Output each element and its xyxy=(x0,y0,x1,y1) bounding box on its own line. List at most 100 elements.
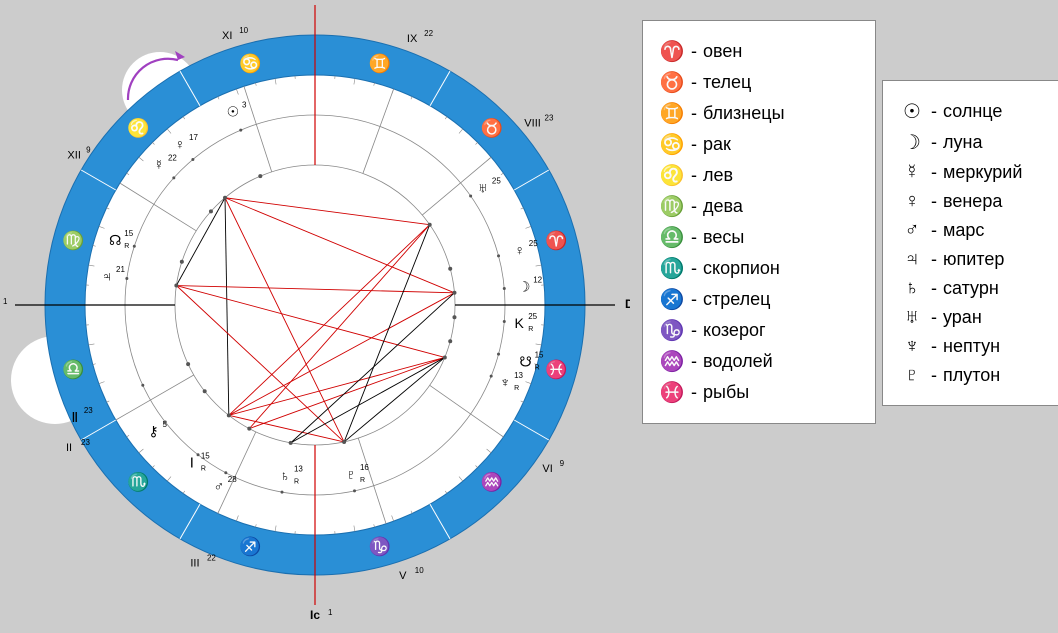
zodiac-glyph: ♎ xyxy=(659,225,685,250)
planet-dot xyxy=(209,209,213,213)
house-cusp-label: V xyxy=(399,570,407,582)
planet-row: ♃-юпитер xyxy=(899,248,1054,271)
separator: - xyxy=(931,191,937,212)
zodiac-row: ♓-рыбы xyxy=(659,380,859,405)
planet-glyph: ♃ xyxy=(899,248,925,271)
planet-glyph: ☋ xyxy=(519,353,531,369)
house-cusp-degree: 9 xyxy=(560,459,565,468)
planet-label: плутон xyxy=(943,365,1000,386)
planet-degree: 15 xyxy=(201,452,210,461)
separator: - xyxy=(931,101,937,122)
planet-glyph: ♂ xyxy=(899,219,925,242)
sign-glyph: ♋ xyxy=(239,53,261,74)
house-cusp-label: IX xyxy=(407,33,418,45)
zodiac-glyph: ♍ xyxy=(659,194,685,219)
planet-row: ☽-луна xyxy=(899,130,1054,155)
sign-glyph: ♓ xyxy=(545,359,567,380)
planet-dot xyxy=(180,260,184,264)
planet-glyph: ☉ xyxy=(227,104,240,120)
planet-row: ☉-солнце xyxy=(899,99,1054,124)
chart-svg: ♈♉♊♋♌♍♎♏♐♑♒♓Mc1Ic1As1Ds1XI10IX22VIII23XI… xyxy=(0,0,630,628)
planet-tick xyxy=(490,375,493,378)
separator: - xyxy=(691,103,697,124)
sign-glyph: ♒ xyxy=(481,471,503,492)
planet-label: солнце xyxy=(943,101,1002,122)
planet-glyph: ♀ xyxy=(515,242,526,258)
zodiac-glyph: ♏ xyxy=(659,256,685,281)
planet-label: луна xyxy=(943,132,982,153)
sign-glyph: ♎ xyxy=(62,359,84,380)
planet-retro: R xyxy=(360,477,365,484)
separator: - xyxy=(931,249,937,270)
axis-label: Ds xyxy=(625,297,630,311)
zodiac-glyph: ♊ xyxy=(659,101,685,126)
planet-glyph: ♆ xyxy=(899,335,925,358)
house-cusp-degree: 10 xyxy=(415,566,424,575)
house-cusp-degree: 23 xyxy=(545,113,554,122)
planet-glyph: ⚷ xyxy=(148,423,158,439)
house-cusp-degree: 22 xyxy=(424,29,433,38)
zodiac-row: ♌-лев xyxy=(659,163,859,188)
sign-glyph: ♍ xyxy=(62,229,84,250)
sign-glyph: ♌ xyxy=(127,117,149,138)
separator: - xyxy=(691,289,697,310)
separator: - xyxy=(691,258,697,279)
house-cusp-label: XII xyxy=(67,150,80,162)
zodiac-label: овен xyxy=(703,41,742,62)
planet-row: ☿-меркурий xyxy=(899,161,1054,184)
planet-degree: 25 xyxy=(529,239,538,248)
sign-glyph: ♈ xyxy=(545,229,567,250)
planet-dot xyxy=(247,427,251,431)
separator: - xyxy=(691,382,697,403)
planet-glyph: ♀ xyxy=(899,190,925,213)
planet-glyph: ☿ xyxy=(899,161,925,184)
planet-dot xyxy=(289,441,293,445)
zodiac-row: ♉-телец xyxy=(659,70,859,95)
sign-glyph: ♏ xyxy=(127,471,149,492)
planet-glyph: ♆ xyxy=(500,374,511,390)
house-cusp-label: III xyxy=(190,557,199,569)
planet-dot xyxy=(227,413,231,417)
planet-glyph: ☽ xyxy=(899,130,925,155)
separator: - xyxy=(691,41,697,62)
zodiac-glyph: ♑ xyxy=(659,318,685,343)
separator: - xyxy=(691,227,697,248)
planet-dot xyxy=(174,284,178,288)
planet-retro: R xyxy=(201,466,206,473)
separator: - xyxy=(931,336,937,357)
planet-degree: 23 xyxy=(84,406,93,415)
planet-glyph: Ⅱ xyxy=(71,409,78,425)
planet-glyph: ♇ xyxy=(899,364,925,387)
planet-tick xyxy=(497,353,500,356)
zodiac-glyph: ♉ xyxy=(659,70,685,95)
separator: - xyxy=(931,365,937,386)
planet-tick xyxy=(224,471,227,474)
planet-tick xyxy=(281,491,284,494)
planet-tick xyxy=(191,158,194,161)
separator: - xyxy=(931,278,937,299)
planet-glyph: ☉ xyxy=(899,99,925,124)
planet-label: меркурий xyxy=(943,162,1022,183)
planet-glyph: ♂ xyxy=(214,478,225,494)
planet-degree: 25 xyxy=(492,176,501,185)
zodiac-glyph: ♒ xyxy=(659,349,685,374)
zodiac-glyph: ♈ xyxy=(659,39,685,64)
planet-degree: 21 xyxy=(116,265,125,274)
axis-degree: 1 xyxy=(328,608,333,617)
zodiac-row: ♒-водолей xyxy=(659,349,859,374)
planet-dot xyxy=(258,174,262,178)
separator: - xyxy=(691,72,697,93)
axis-label: Ic xyxy=(310,608,320,622)
zodiac-label: телец xyxy=(703,72,751,93)
separator: - xyxy=(691,165,697,186)
planet-dot xyxy=(203,389,207,393)
zodiac-label: водолей xyxy=(703,351,773,372)
planet-tick xyxy=(125,277,128,280)
planet-dot xyxy=(448,267,452,271)
zodiac-label: стрелец xyxy=(703,289,771,310)
planet-glyph: ☽ xyxy=(518,279,531,295)
sign-glyph: ♑ xyxy=(368,535,390,556)
separator: - xyxy=(691,351,697,372)
house-cusp-label: VIII xyxy=(524,117,541,129)
planet-tick xyxy=(497,254,500,257)
